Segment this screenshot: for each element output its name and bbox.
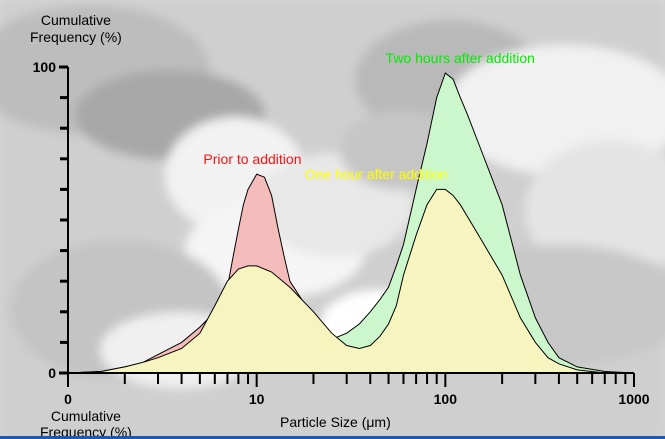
series-2 xyxy=(67,188,634,374)
x-tick-label: 0 xyxy=(64,391,72,407)
bottom-border xyxy=(0,436,665,439)
annotation-label-0: Prior to addition xyxy=(203,151,301,167)
x-axis-title: Particle Size (μm) xyxy=(280,414,391,430)
annotation-label-2: Two hours after addition xyxy=(386,50,535,66)
annotation-label-1: One hour after addition xyxy=(305,166,448,182)
y-tick-label: 0 xyxy=(48,365,56,381)
series-area-2 xyxy=(68,189,634,373)
x-tick-label: 10 xyxy=(249,391,265,407)
series-line-2 xyxy=(67,188,634,374)
series-layer xyxy=(67,72,635,374)
x-tick-label: 100 xyxy=(434,391,458,407)
y-tick-label: 100 xyxy=(33,59,57,75)
bottom-axis-title: Cumulative Frequency (%) xyxy=(40,408,132,439)
y-axis-title: Cumulative Frequency (%) xyxy=(30,12,122,45)
x-tick-label: 1000 xyxy=(618,391,649,407)
